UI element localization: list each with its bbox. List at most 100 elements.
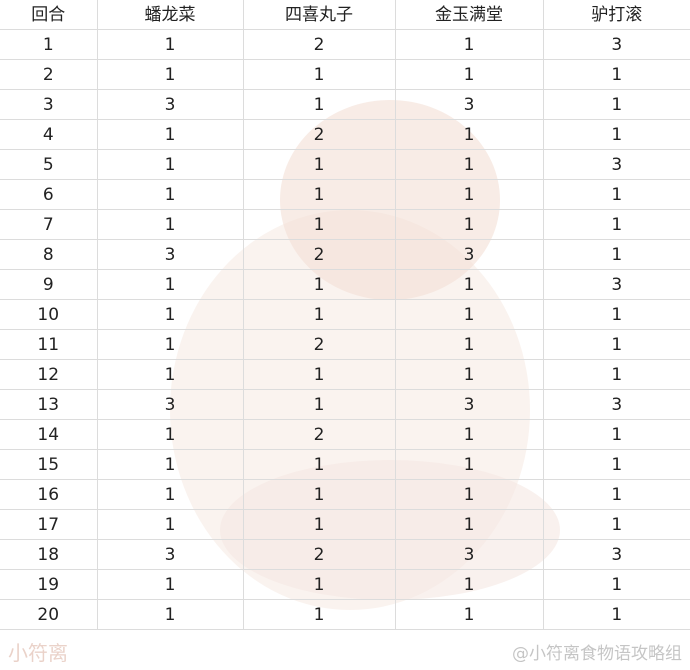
logo-watermark: 小符离 (8, 640, 68, 665)
weibo-watermark: @小符离食物语攻略组 (512, 643, 682, 664)
table-cell: 1 (543, 419, 690, 450)
table-cell: 3 (395, 389, 544, 420)
table-row: 20 1 1 1 1 (0, 599, 690, 630)
table-cell: 1 (97, 119, 244, 150)
table-cell: 16 (0, 479, 98, 510)
table-cell: 10 (0, 299, 98, 330)
table-cell: 1 (395, 119, 544, 150)
table-cell: 1 (243, 59, 396, 90)
table-cell: 1 (97, 509, 244, 540)
table-cell: 1 (97, 29, 244, 60)
table-cell: 1 (243, 569, 396, 600)
table-cell: 3 (97, 89, 244, 120)
column-header: 回合 (0, 0, 98, 30)
table-cell: 1 (543, 479, 690, 510)
table-cell: 15 (0, 449, 98, 480)
table-cell: 1 (543, 599, 690, 630)
table-cell: 2 (243, 29, 396, 60)
table-cell: 1 (395, 209, 544, 240)
table-cell: 1 (395, 359, 544, 390)
table-cell: 1 (97, 359, 244, 390)
table-cell: 1 (543, 569, 690, 600)
table-row: 17 1 1 1 1 (0, 509, 690, 540)
table-cell: 12 (0, 359, 98, 390)
table-cell: 1 (243, 389, 396, 420)
table-cell: 1 (97, 59, 244, 90)
table-cell: 2 (243, 329, 396, 360)
table-cell: 1 (97, 209, 244, 240)
column-header: 四喜丸子 (243, 0, 396, 30)
table-cell: 1 (243, 479, 396, 510)
table-cell: 1 (97, 329, 244, 360)
table-cell: 1 (543, 59, 690, 90)
table-cell: 3 (543, 269, 690, 300)
table-cell: 2 (243, 419, 396, 450)
table-cell: 1 (243, 299, 396, 330)
table-cell: 1 (97, 569, 244, 600)
table-cell: 14 (0, 419, 98, 450)
table-cell: 1 (243, 89, 396, 120)
table-cell: 3 (395, 89, 544, 120)
table-row: 10 1 1 1 1 (0, 299, 690, 330)
table-cell: 1 (395, 449, 544, 480)
table-cell: 1 (543, 509, 690, 540)
table-cell: 2 (243, 119, 396, 150)
table-cell: 6 (0, 179, 98, 210)
column-header: 蟠龙菜 (97, 0, 244, 30)
table-cell: 1 (97, 599, 244, 630)
table-cell: 3 (543, 29, 690, 60)
table-cell: 1 (97, 419, 244, 450)
table-cell: 1 (395, 509, 544, 540)
table-row: 14 1 2 1 1 (0, 419, 690, 450)
table-cell: 1 (97, 149, 244, 180)
table-cell: 1 (243, 269, 396, 300)
table-cell: 1 (243, 359, 396, 390)
table-row: 13 3 1 3 3 (0, 389, 690, 420)
table-cell: 1 (543, 449, 690, 480)
table-cell: 7 (0, 209, 98, 240)
table-cell: 3 (543, 149, 690, 180)
table-cell: 1 (395, 299, 544, 330)
table-cell: 17 (0, 509, 98, 540)
table-cell: 1 (243, 179, 396, 210)
table-cell: 3 (97, 389, 244, 420)
table-cell: 1 (395, 59, 544, 90)
column-header: 驴打滚 (543, 0, 690, 30)
table-cell: 1 (543, 89, 690, 120)
table-cell: 1 (395, 479, 544, 510)
table-cell: 1 (543, 359, 690, 390)
table-cell: 5 (0, 149, 98, 180)
table-row: 12 1 1 1 1 (0, 359, 690, 390)
table-cell: 1 (543, 239, 690, 270)
table-cell: 3 (395, 239, 544, 270)
table-cell: 1 (395, 329, 544, 360)
table-cell: 19 (0, 569, 98, 600)
table-cell: 1 (543, 209, 690, 240)
header-row: 回合 蟠龙菜 四喜丸子 金玉满堂 驴打滚 (0, 0, 690, 30)
column-header: 金玉满堂 (395, 0, 544, 30)
table-cell: 20 (0, 599, 98, 630)
table-row: 18 3 2 3 3 (0, 539, 690, 570)
table-cell: 3 (97, 539, 244, 570)
table-cell: 1 (97, 449, 244, 480)
table-cell: 1 (395, 149, 544, 180)
table-cell: 1 (97, 269, 244, 300)
table-cell: 1 (243, 149, 396, 180)
table-cell: 1 (395, 269, 544, 300)
table-cell: 1 (243, 599, 396, 630)
table-cell: 1 (97, 479, 244, 510)
table-cell: 2 (243, 539, 396, 570)
table-cell: 1 (543, 329, 690, 360)
table-cell: 1 (0, 29, 98, 60)
table-cell: 2 (0, 59, 98, 90)
table-cell: 1 (543, 179, 690, 210)
watermark-footer: 小符离 @小符离食物语攻略组 (0, 632, 690, 670)
